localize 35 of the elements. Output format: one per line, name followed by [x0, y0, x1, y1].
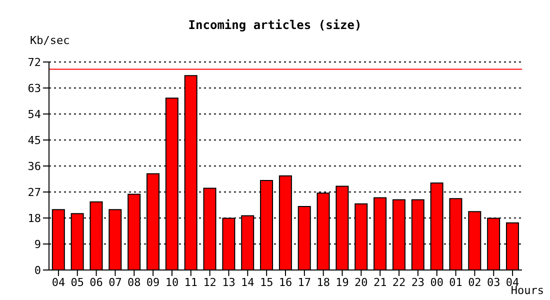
y-tick-label: 36 [28, 160, 41, 173]
x-tick-label: 19 [336, 276, 349, 289]
x-tick-label: 12 [203, 276, 216, 289]
x-tick-label: 10 [165, 276, 179, 289]
x-tick-label: 06 [90, 276, 103, 289]
y-tick-label: 72 [28, 56, 41, 69]
x-tick-label: 20 [354, 276, 368, 289]
x-tick-label: 13 [222, 276, 236, 289]
x-tick-label: 16 [278, 276, 292, 289]
x-tick-label: 15 [260, 276, 274, 289]
y-axis-title: Kb/sec [30, 34, 70, 47]
x-tick-label: 01 [449, 276, 462, 289]
x-tick-label: 18 [316, 276, 330, 289]
y-tick-label: 0 [34, 264, 41, 277]
x-tick-label: 05 [70, 276, 84, 289]
x-tick-label: 09 [146, 276, 160, 289]
x-tick-label: 17 [298, 276, 312, 289]
y-tick-label: 18 [28, 212, 41, 225]
x-tick-label: 22 [392, 276, 406, 289]
chart-title: Incoming articles (size) [187, 18, 363, 32]
y-tick-label: 54 [28, 108, 42, 121]
x-tick-label: 21 [373, 276, 387, 289]
x-tick-label: 11 [184, 276, 198, 289]
x-tick-label: 08 [128, 276, 141, 289]
x-tick-label: 14 [241, 276, 255, 289]
y-tick-label: 27 [28, 186, 41, 199]
x-tick-label: 00 [430, 276, 444, 289]
y-tick-label: 9 [34, 238, 41, 251]
y-tick-label: 63 [28, 82, 41, 95]
x-tick-label: 23 [411, 276, 425, 289]
x-tick-label: 07 [108, 276, 122, 289]
x-tick-label: 02 [468, 276, 482, 289]
x-tick-label: 04 [52, 276, 66, 289]
y-tick-label: 45 [28, 134, 41, 147]
x-tick-label: 03 [486, 276, 500, 289]
